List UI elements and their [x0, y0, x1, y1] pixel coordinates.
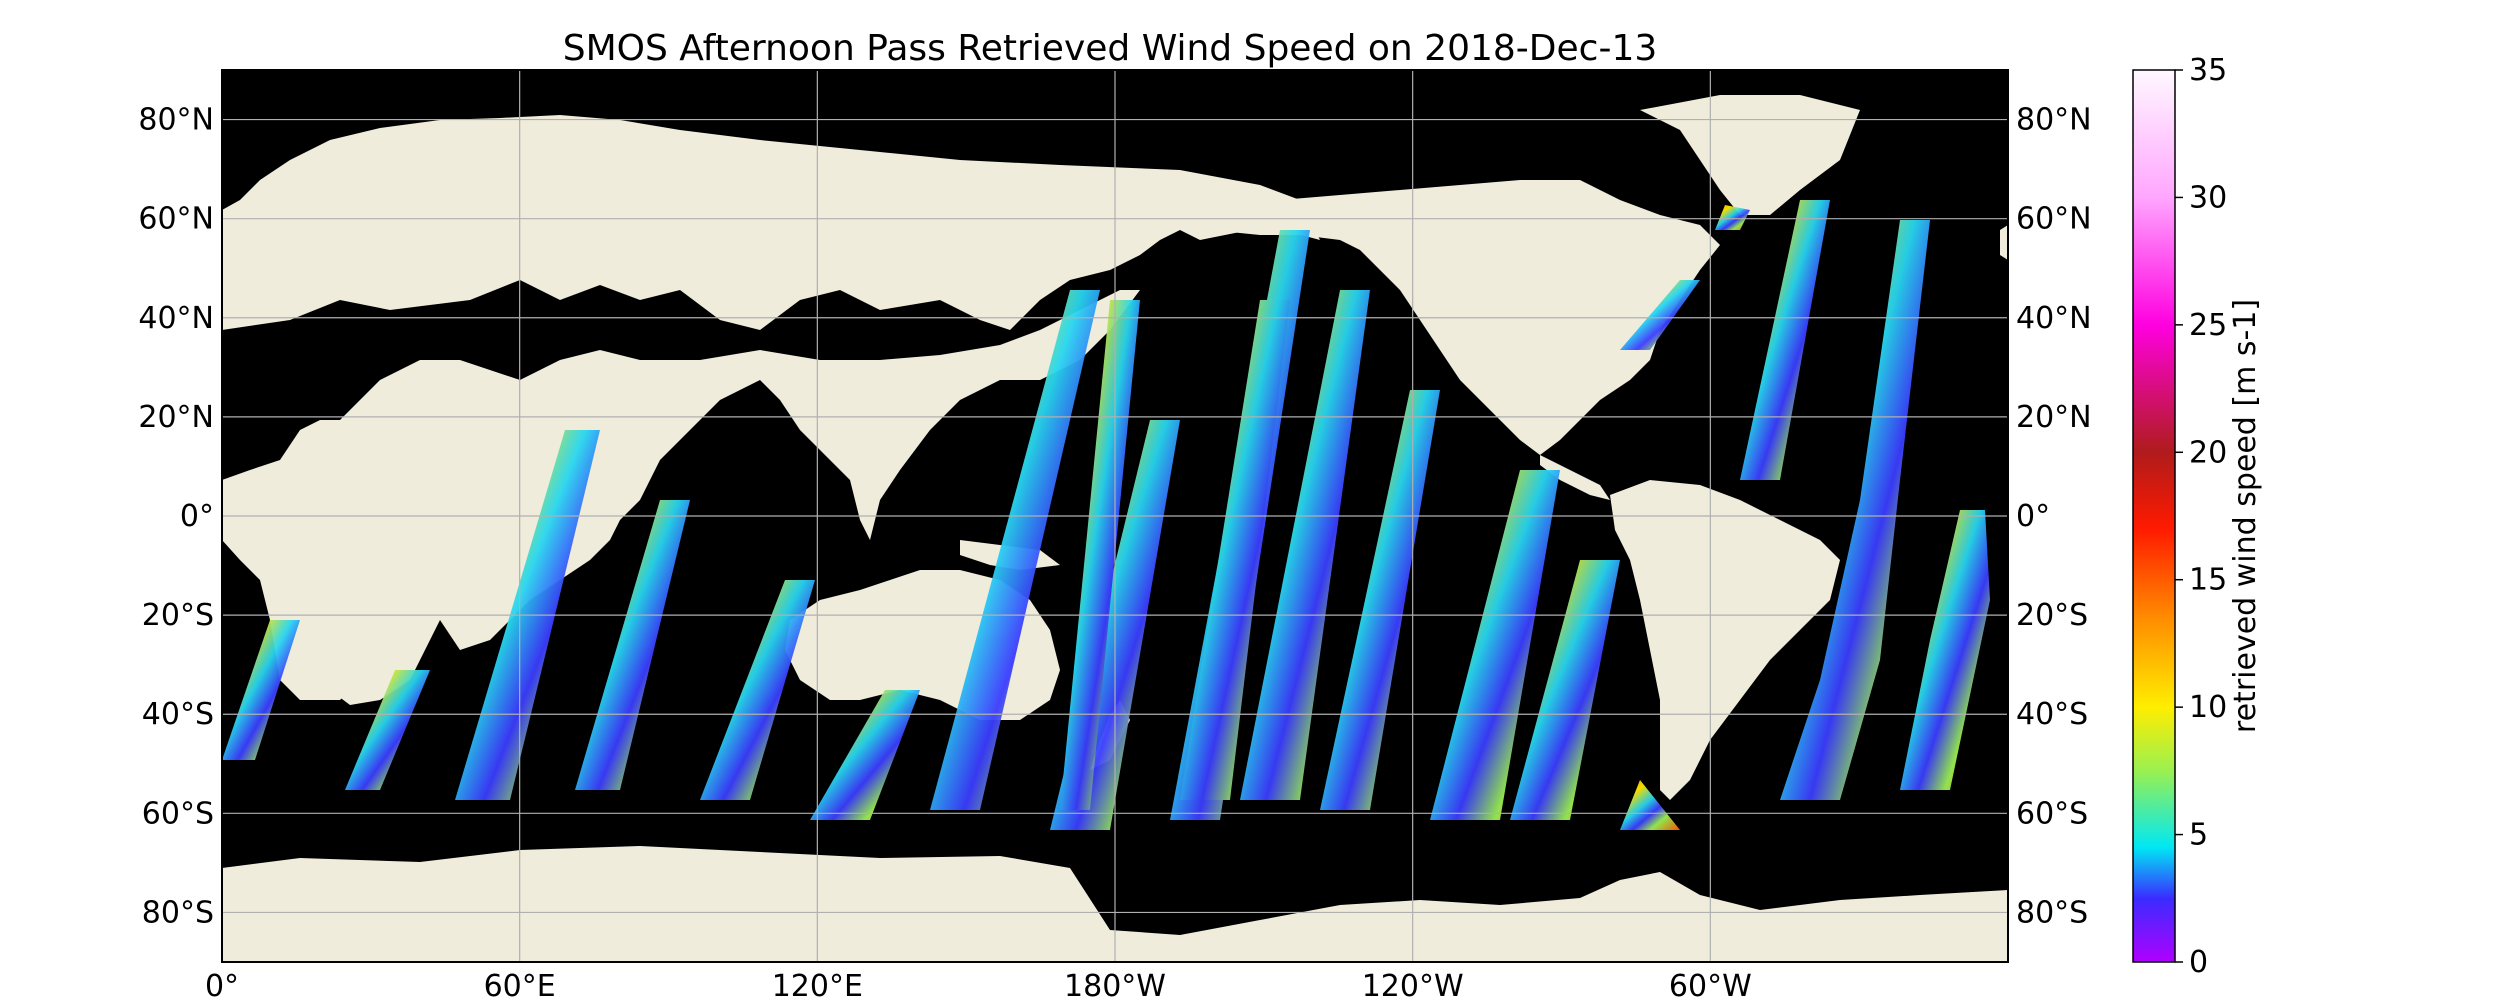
swath [345, 670, 430, 790]
lat-label: 40°N [138, 301, 214, 336]
lat-label: 60°N [138, 202, 214, 237]
land-central-america [1540, 455, 1610, 500]
map-frame [221, 69, 2009, 963]
land-british-isles [2000, 225, 2008, 260]
lon-label: 180°W [1064, 969, 1166, 1000]
map-panel [222, 70, 2008, 962]
wind-swaths [222, 200, 1990, 830]
swath [1060, 300, 1140, 810]
lat-label: 60°S [2016, 796, 2088, 831]
lat-label: 60°N [2016, 202, 2092, 237]
lat-label: 80°S [142, 895, 214, 930]
swath [1740, 200, 1830, 480]
lat-label: 80°S [2016, 895, 2088, 930]
swath [1780, 220, 1930, 800]
swath [1900, 510, 1990, 790]
lat-label: 20°S [142, 598, 214, 633]
swath [1180, 300, 1290, 800]
lat-label: 80°N [2016, 103, 2092, 138]
swath [1715, 205, 1750, 230]
lat-label: 40°S [142, 697, 214, 732]
swath [1620, 780, 1680, 830]
swath [575, 500, 690, 790]
colorbar-tick-label: 35 [2189, 53, 2227, 88]
swath [222, 620, 300, 760]
lat-label: 20°N [2016, 400, 2092, 435]
lat-label: 20°N [138, 400, 214, 435]
land-south-america [1610, 480, 1840, 800]
land-greenland [1640, 95, 1860, 215]
colorbar-ticks: 0 5 10 15 20 25 30 35 [2175, 53, 2227, 980]
colorbar-tick-label: 30 [2189, 180, 2227, 215]
land-eurasia-africa [222, 115, 1320, 700]
lat-label: 20°S [2016, 598, 2088, 633]
lon-label: 120°W [1362, 969, 1464, 1000]
lon-label: 120°E [772, 969, 863, 1000]
lon-label: 0° [205, 969, 239, 1000]
swath [810, 690, 920, 820]
lat-label: 80°N [138, 103, 214, 138]
swath [1430, 470, 1560, 820]
lat-labels-right: 80°N 60°N 40°N 20°N 0° 20°S 40°S 60°S 80°S [2016, 103, 2092, 931]
map-title: SMOS Afternoon Pass Retrieved Wind Speed… [563, 28, 1658, 69]
lat-label: 40°N [2016, 301, 2092, 336]
lat-labels-left: 80°N 60°N 40°N 20°N 0° 20°S 40°S 60°S 80°S [138, 103, 214, 931]
land-africa [222, 470, 470, 705]
gridlines [222, 70, 2008, 962]
lat-label: 40°S [2016, 697, 2088, 732]
swath [1510, 560, 1620, 820]
colorbar-tick-label: 20 [2189, 435, 2227, 470]
lon-label: 60°E [484, 969, 556, 1000]
land-antarctica [222, 846, 2008, 962]
lat-label: 0° [2016, 499, 2050, 534]
swath [700, 580, 815, 800]
lat-label: 60°S [142, 796, 214, 831]
colorbar-tick-label: 25 [2189, 308, 2227, 343]
colorbar: 0 5 10 15 20 25 30 35 retrieved wind speed [m s… [2132, 53, 2263, 980]
colorbar-gradient [2132, 69, 2176, 963]
swath [930, 290, 1100, 810]
lat-label: 0° [180, 499, 214, 534]
lon-label: 60°W [1669, 969, 1752, 1000]
swath [1620, 280, 1700, 350]
land-masses [222, 95, 2008, 962]
swath [1320, 390, 1440, 810]
colorbar-label: retrieved wind speed [m s-1] [2228, 299, 2263, 733]
colorbar-tick-label: 0 [2189, 945, 2208, 980]
swath [1240, 290, 1370, 800]
colorbar-tick-label: 5 [2189, 818, 2208, 853]
colorbar-tick-label: 10 [2189, 690, 2227, 725]
lon-labels: 0° 60°E 120°E 180°W 120°W 60°W [205, 969, 1752, 1000]
colorbar-tick-label: 15 [2189, 563, 2227, 598]
